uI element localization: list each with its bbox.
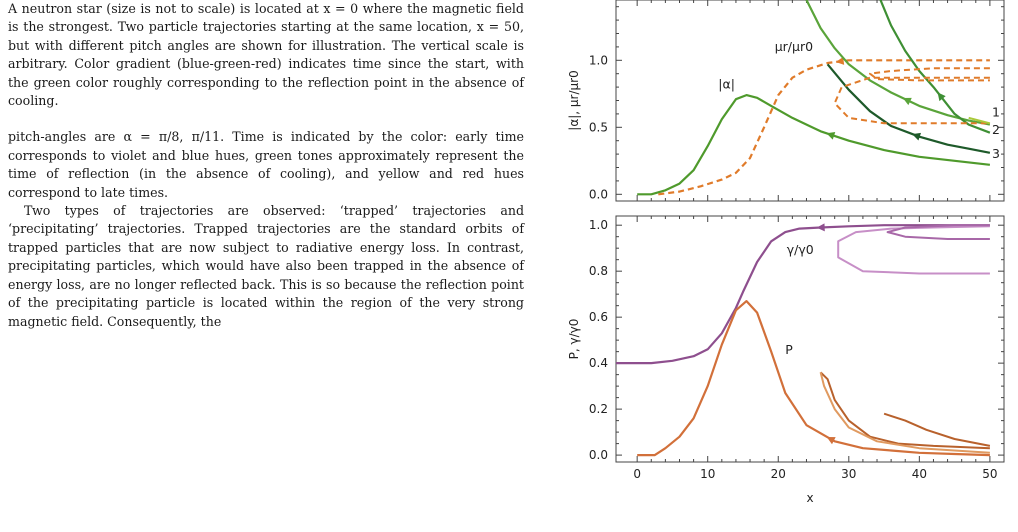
- direction-arrow: [816, 223, 825, 232]
- y-tick-label: 0.6: [589, 310, 608, 324]
- annotation-curve-1: 1: [992, 105, 1000, 120]
- y-tick-label: 1.0: [589, 53, 608, 67]
- y-tick-label: 0.8: [589, 264, 608, 278]
- x-tick-label: 40: [912, 467, 927, 481]
- y-tick-label: 0.0: [589, 448, 608, 462]
- body-paragraph-2: Two types of trajectories are observed: …: [8, 203, 524, 329]
- x-tick-label: 20: [771, 467, 786, 481]
- direction-arrow: [902, 97, 912, 106]
- direction-arrow: [912, 132, 922, 141]
- annotation-P: P: [785, 342, 793, 357]
- trajectory-loop: [886, 224, 990, 240]
- annotation-alpha: |α|: [718, 76, 735, 91]
- series-line-1: [658, 59, 990, 196]
- y-tick-label: 0.4: [589, 356, 608, 370]
- x-tick-label: 10: [700, 467, 715, 481]
- annotation-curve-2: 2: [992, 122, 1000, 137]
- y-tick-label: 1.0: [589, 218, 608, 232]
- direction-arrow: [826, 437, 836, 445]
- figure-panels: 0.0 0.5 1.0 |α|, μr/μr0 0.0 0.2 0.4 0.6 0.8 1.0 0 1…: [548, 0, 1018, 532]
- y-tick-label: 0.2: [589, 402, 608, 416]
- body-paragraph-1: pitch-angles are α = π/8, π/11. Time is …: [8, 129, 524, 200]
- x-tick-label: 30: [841, 467, 856, 481]
- annotation-mu-ratio: μr/μr0: [775, 39, 813, 54]
- y-axis-label: P, γ/γ0: [567, 319, 581, 360]
- annotation-gamma-ratio: γ/γ0: [787, 242, 814, 257]
- text-column: A neutron star (size is not to scale) is…: [8, 0, 524, 331]
- y-tick-label: 0.5: [589, 120, 608, 134]
- trajectory-loop: [869, 67, 990, 82]
- figure-caption: A neutron star (size is not to scale) is…: [8, 1, 524, 109]
- trajectory-loop: [883, 412, 991, 447]
- series-line-4: [826, 63, 991, 154]
- direction-arrow: [937, 92, 946, 102]
- plot-frame: [615, 215, 1005, 463]
- series-line-1: [637, 300, 990, 457]
- plot-frame: [615, 0, 1005, 202]
- x-axis-label: x: [806, 491, 813, 505]
- y-tick-label: 0.0: [589, 187, 608, 201]
- x-tick-label: 0: [633, 467, 641, 481]
- y-axis-label: |α|, μr/μr0: [567, 70, 581, 130]
- annotation-curve-3: 3: [992, 146, 1000, 161]
- figure-svg: 0.0 0.5 1.0 |α|, μr/μr0 0.0 0.2 0.4 0.6 0.8 1.0 0 1…: [567, 0, 1005, 505]
- series-line-0: [637, 93, 991, 196]
- series-line-0: [616, 224, 990, 365]
- trajectory-loop: [819, 372, 990, 454]
- series-group: [616, 223, 990, 457]
- trajectory-loop: [819, 371, 990, 450]
- series-line-3: [879, 0, 991, 134]
- x-tick-label: 50: [982, 467, 997, 481]
- series-line-2: [805, 0, 991, 126]
- direction-arrow: [835, 56, 845, 65]
- trajectory-loop: [837, 225, 990, 275]
- series-group: [637, 0, 991, 196]
- trajectory-loop: [968, 116, 991, 125]
- direction-arrow: [826, 131, 836, 140]
